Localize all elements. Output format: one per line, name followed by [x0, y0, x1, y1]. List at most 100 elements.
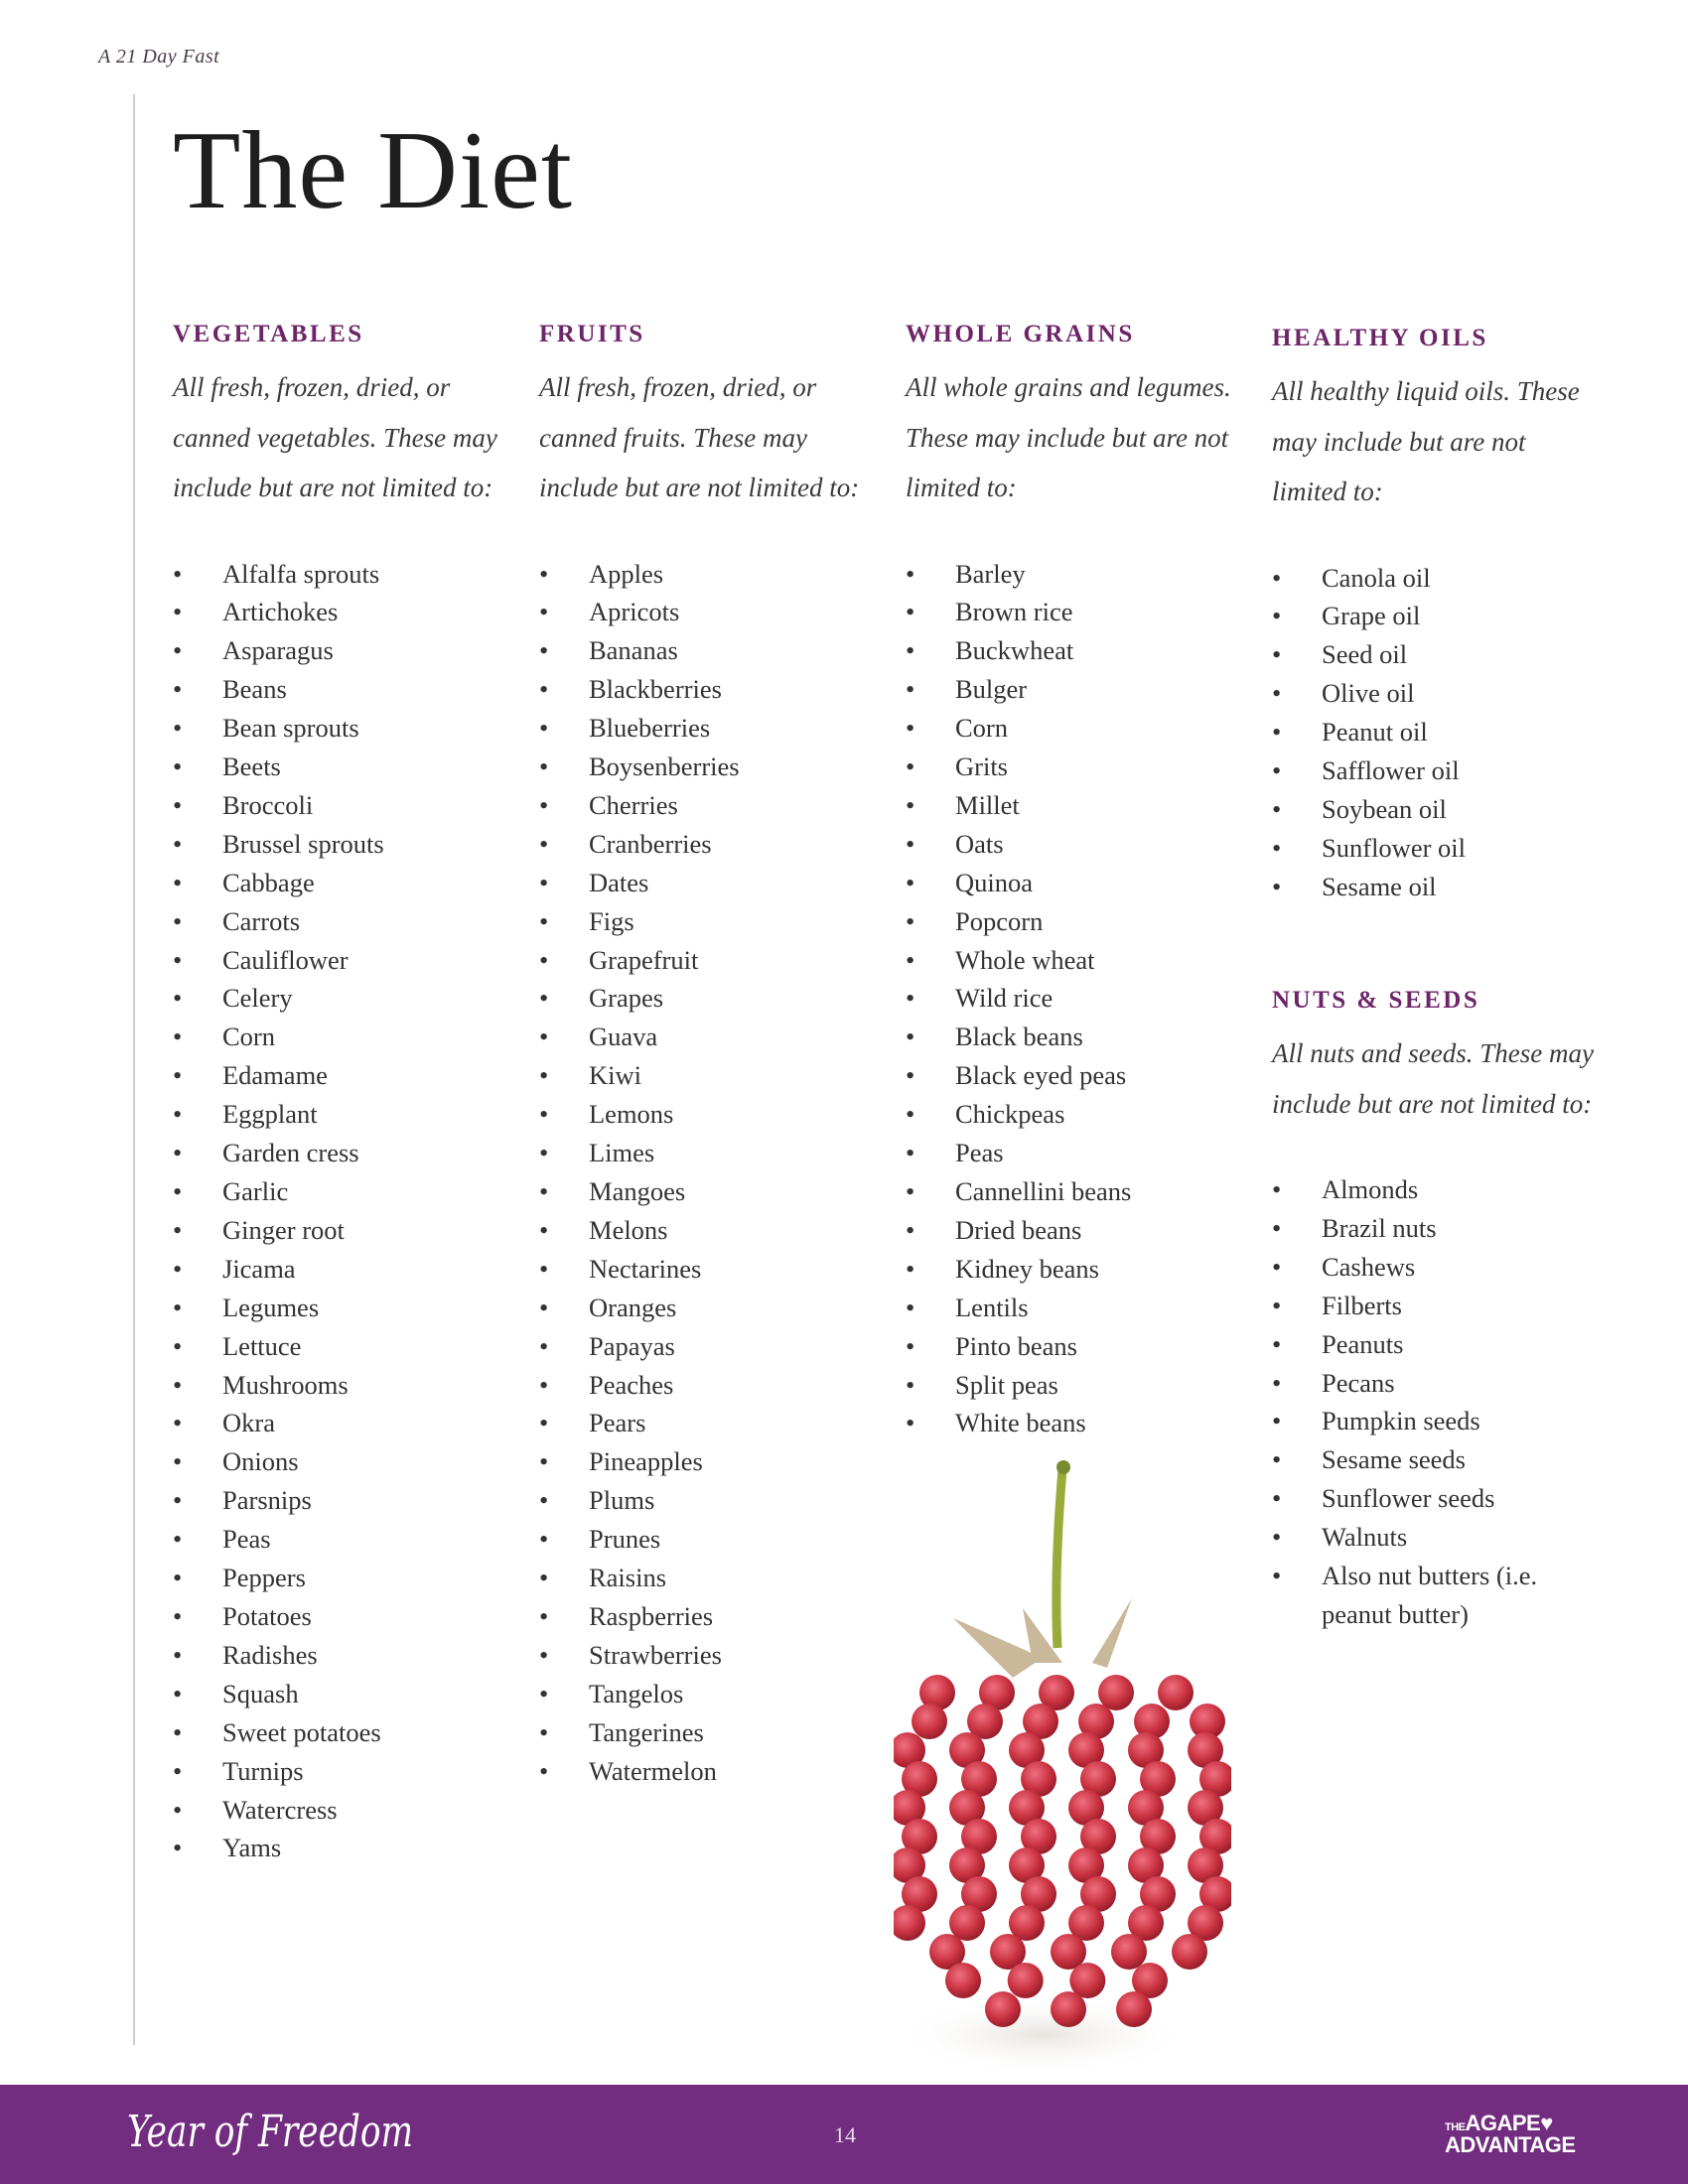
list-item: • Strawberries: [539, 1636, 877, 1675]
item-label: Pecans: [1322, 1367, 1395, 1398]
item-label: Artichokes: [222, 597, 339, 627]
list-item: • Walnuts: [1272, 1518, 1600, 1557]
bullet-icon: •: [539, 751, 549, 782]
bullet-icon: •: [539, 1253, 549, 1284]
item-label: Figs: [589, 905, 634, 936]
bullet-icon: •: [1272, 601, 1282, 631]
item-label: Wild rice: [955, 983, 1054, 1014]
list-item: • Pecans: [1272, 1364, 1600, 1403]
list-item: • Corn: [906, 709, 1243, 748]
list-item: • Soybean oil: [1272, 790, 1600, 829]
item-label: Apples: [589, 558, 664, 589]
bullet-icon: •: [539, 713, 549, 744]
bullet-icon: •: [539, 1369, 549, 1400]
bullet-icon: •: [173, 674, 183, 705]
bullet-icon: •: [1272, 1174, 1282, 1204]
item-list: • Almonds • Brazil nuts • Cashews • Filberts • Pe…: [1272, 1170, 1600, 1634]
item-label: Grapes: [589, 983, 664, 1014]
list-item: • Peas: [906, 1134, 1243, 1172]
item-label: Limes: [589, 1138, 655, 1168]
list-item: • Cauliflower: [173, 941, 510, 980]
item-label: Grapefruit: [589, 944, 699, 975]
bullet-icon: •: [539, 1022, 549, 1052]
list-item: • Asparagus: [173, 631, 510, 670]
item-label: Grape oil: [1322, 601, 1421, 631]
list-item: • Peaches: [539, 1366, 877, 1405]
list-item: • Eggplant: [173, 1095, 510, 1134]
bullet-icon: •: [906, 828, 915, 859]
bullet-icon: •: [173, 1639, 183, 1670]
list-item: • Lettuce: [173, 1327, 510, 1366]
item-label: Nectarines: [589, 1253, 702, 1284]
list-item: • Cherries: [539, 786, 877, 825]
list-item: • Corn: [173, 1018, 510, 1056]
item-label: Onions: [222, 1446, 299, 1477]
column-fruits: FRUITS All fresh, frozen, dried, or cann…: [539, 322, 877, 1791]
bullet-icon: •: [1272, 1328, 1282, 1359]
bullet-icon: •: [539, 1755, 549, 1786]
list-item: • Artichokes: [173, 593, 510, 631]
bullet-icon: •: [906, 983, 915, 1014]
item-label: Broccoli: [222, 789, 314, 820]
item-label: Melons: [589, 1214, 668, 1245]
bullet-icon: •: [539, 983, 549, 1014]
column-healthy-oils: HEALTHY OILS All healthy liquid oils. Th…: [1272, 326, 1600, 906]
bullet-icon: •: [173, 789, 183, 820]
list-item: • Buckwheat: [906, 631, 1243, 670]
list-item: • Brussel sprouts: [173, 825, 510, 864]
bullet-icon: •: [906, 1022, 915, 1052]
bullet-icon: •: [173, 1099, 183, 1130]
item-label: Tangerines: [589, 1716, 704, 1747]
year-of-freedom-signature: Year of Freedom: [127, 2107, 414, 2157]
list-item: • Blueberries: [539, 709, 877, 748]
list-item: • Barley: [906, 555, 1243, 594]
bullet-icon: •: [906, 789, 915, 820]
item-label: Potatoes: [222, 1600, 312, 1631]
raspberry-image: [894, 1460, 1231, 2075]
agape-advantage-logo: THEAGAPE♥ ADVANTAGE: [1445, 2111, 1576, 2157]
bullet-icon: •: [173, 1022, 183, 1052]
list-item: • Peppers: [173, 1559, 510, 1597]
item-label: Canola oil: [1322, 562, 1431, 593]
list-item: • Turnips: [173, 1752, 510, 1791]
bullet-icon: •: [539, 1060, 549, 1091]
item-label: Corn: [955, 713, 1008, 744]
list-item: • Celery: [173, 979, 510, 1018]
bullet-icon: •: [906, 905, 915, 936]
bullet-icon: •: [539, 674, 549, 705]
list-item: • Almonds: [1272, 1170, 1600, 1209]
bullet-icon: •: [173, 944, 183, 975]
bullet-icon: •: [173, 1833, 183, 1863]
bullet-icon: •: [173, 1408, 183, 1438]
bullet-icon: •: [1272, 793, 1282, 824]
list-item: • Quinoa: [906, 864, 1243, 902]
item-label: Corn: [222, 1022, 275, 1052]
item-list: • Apples • Apricots • Bananas • Blackberries • Bl…: [539, 555, 877, 1791]
bullet-icon: •: [906, 1099, 915, 1130]
list-item: • Grits: [906, 748, 1243, 786]
bullet-icon: •: [173, 828, 183, 859]
item-label: Seed oil: [1322, 639, 1408, 670]
list-item: • Apples: [539, 555, 877, 594]
section-heading: VEGETABLES: [173, 321, 364, 347]
list-item: • Garden cress: [173, 1134, 510, 1172]
list-item: • Peanuts: [1272, 1325, 1600, 1364]
list-item: • Alfalfa sprouts: [173, 555, 510, 594]
list-item: • Broccoli: [173, 786, 510, 825]
bullet-icon: •: [539, 1330, 549, 1361]
bullet-icon: •: [173, 1138, 183, 1168]
bullet-icon: •: [539, 944, 549, 975]
list-item: • Carrots: [173, 902, 510, 941]
list-item: • Beans: [173, 670, 510, 709]
bullet-icon: •: [906, 1253, 915, 1284]
item-label: Soybean oil: [1322, 793, 1447, 824]
item-list: • Canola oil • Grape oil • Seed oil • Olive oil…: [1272, 559, 1600, 906]
item-label: Watercress: [222, 1794, 338, 1825]
item-label: Beets: [222, 751, 281, 782]
list-item: • Bulger: [906, 670, 1243, 709]
bullet-icon: •: [906, 1408, 915, 1438]
item-label: Sunflower oil: [1322, 832, 1466, 863]
list-item: • Wild rice: [906, 979, 1243, 1018]
list-item: • Figs: [539, 902, 877, 941]
item-label: Garden cress: [222, 1138, 359, 1168]
